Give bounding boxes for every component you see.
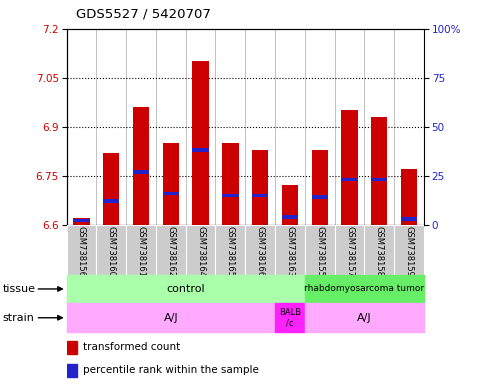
Bar: [96, 225, 126, 275]
Text: GSM738156: GSM738156: [77, 226, 86, 277]
Text: percentile rank within the sample: percentile rank within the sample: [83, 365, 258, 375]
Bar: [163, 192, 179, 195]
Text: GSM738159: GSM738159: [405, 226, 414, 277]
Bar: [186, 225, 215, 275]
Text: A/J: A/J: [357, 313, 372, 323]
Bar: [73, 218, 90, 225]
Bar: [215, 225, 246, 275]
Bar: [401, 169, 417, 225]
Bar: [156, 225, 186, 275]
Text: tissue: tissue: [2, 284, 35, 294]
Bar: [401, 217, 417, 220]
Text: GSM738162: GSM738162: [166, 226, 176, 277]
Text: GDS5527 / 5420707: GDS5527 / 5420707: [76, 7, 211, 20]
Bar: [252, 194, 268, 197]
Bar: [305, 303, 424, 332]
Text: GSM738157: GSM738157: [345, 226, 354, 277]
Bar: [103, 199, 119, 203]
Text: A/J: A/J: [164, 313, 178, 323]
Text: GSM738166: GSM738166: [256, 226, 265, 277]
Text: GSM738165: GSM738165: [226, 226, 235, 277]
Bar: [222, 143, 239, 225]
Text: strain: strain: [2, 313, 35, 323]
Bar: [312, 195, 328, 199]
Bar: [275, 225, 305, 275]
Bar: [335, 225, 364, 275]
Bar: [305, 225, 335, 275]
Bar: [394, 225, 424, 275]
Bar: [246, 225, 275, 275]
Text: GSM738160: GSM738160: [106, 226, 116, 277]
Bar: [133, 107, 149, 225]
Bar: [282, 215, 298, 218]
Bar: [163, 143, 179, 225]
Bar: [192, 149, 209, 152]
Bar: [67, 225, 96, 275]
Text: control: control: [166, 284, 205, 294]
Bar: [222, 194, 239, 197]
Text: GSM738155: GSM738155: [315, 226, 324, 277]
Text: GSM738164: GSM738164: [196, 226, 205, 277]
Bar: [67, 275, 305, 303]
Bar: [67, 303, 275, 332]
Bar: [371, 178, 387, 181]
Bar: [275, 303, 305, 332]
Bar: [67, 364, 77, 377]
Bar: [341, 111, 358, 225]
Text: transformed count: transformed count: [83, 342, 180, 352]
Text: GSM738158: GSM738158: [375, 226, 384, 277]
Bar: [73, 219, 90, 222]
Bar: [341, 178, 358, 181]
Bar: [252, 149, 268, 225]
Bar: [67, 341, 77, 354]
Bar: [133, 170, 149, 174]
Bar: [312, 149, 328, 225]
Bar: [364, 225, 394, 275]
Text: BALB
/c: BALB /c: [279, 308, 301, 328]
Text: rhabdomyosarcoma tumor: rhabdomyosarcoma tumor: [304, 285, 424, 293]
Text: GSM738161: GSM738161: [137, 226, 145, 277]
Bar: [192, 61, 209, 225]
Bar: [371, 117, 387, 225]
Bar: [103, 153, 119, 225]
Bar: [282, 185, 298, 225]
Text: GSM738163: GSM738163: [285, 226, 294, 277]
Bar: [305, 275, 424, 303]
Bar: [126, 225, 156, 275]
